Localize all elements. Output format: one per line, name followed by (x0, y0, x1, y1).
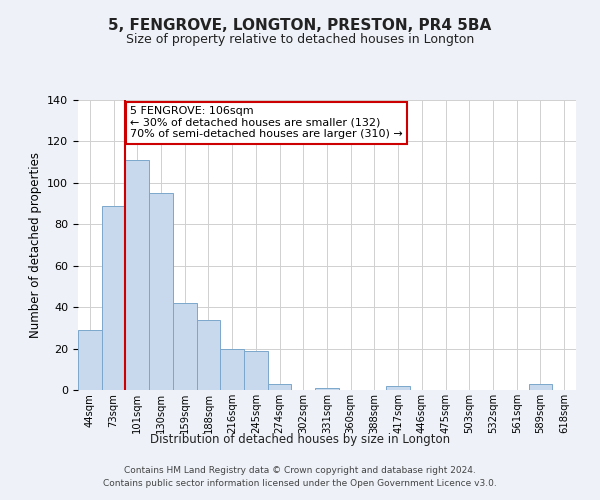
Bar (220, 348, 244, 390)
Bar (244, 350, 268, 390)
Bar (268, 384, 292, 390)
Bar (197, 320, 220, 390)
Bar (149, 193, 173, 390)
Bar (173, 303, 197, 390)
Text: Contains HM Land Registry data © Crown copyright and database right 2024.
Contai: Contains HM Land Registry data © Crown c… (103, 466, 497, 487)
Bar (315, 388, 339, 390)
Text: Distribution of detached houses by size in Longton: Distribution of detached houses by size … (150, 432, 450, 446)
Text: 5 FENGROVE: 106sqm
← 30% of detached houses are smaller (132)
70% of semi-detach: 5 FENGROVE: 106sqm ← 30% of detached hou… (130, 106, 403, 140)
Text: Size of property relative to detached houses in Longton: Size of property relative to detached ho… (126, 32, 474, 46)
Bar (529, 384, 552, 390)
Bar (125, 160, 149, 390)
Bar (386, 386, 410, 390)
Bar (102, 206, 125, 390)
Bar (78, 330, 102, 390)
Y-axis label: Number of detached properties: Number of detached properties (29, 152, 41, 338)
Text: 5, FENGROVE, LONGTON, PRESTON, PR4 5BA: 5, FENGROVE, LONGTON, PRESTON, PR4 5BA (109, 18, 491, 32)
